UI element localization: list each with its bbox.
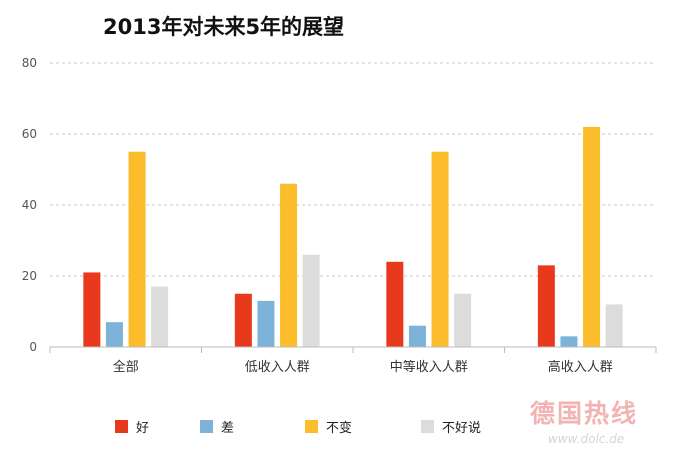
y-tick-label: 20 (22, 269, 37, 283)
legend: 好 差 不变 不好说 (115, 420, 481, 436)
legend-swatch (115, 420, 128, 433)
bars (83, 126, 623, 348)
bar (454, 293, 472, 347)
legend-swatch (200, 420, 213, 433)
bar (386, 261, 404, 347)
bar (234, 293, 252, 347)
bar (257, 300, 275, 347)
legend-label: 不变 (326, 420, 352, 436)
y-tick-label: 0 (29, 340, 37, 354)
legend-swatch (305, 420, 318, 433)
bar (408, 325, 426, 347)
bar (583, 126, 601, 348)
bar (105, 322, 123, 347)
legend-label: 不好说 (442, 421, 481, 436)
bar (431, 151, 449, 347)
x-category-label: 全部 (113, 359, 139, 375)
bar (537, 265, 555, 347)
y-tick-label: 40 (22, 198, 37, 212)
x-axis: 全部 低收入人群 中等收入人群 高收入人群 (49, 346, 657, 375)
watermark-url: www.dolc.de (548, 432, 624, 446)
bar (128, 151, 146, 347)
bar (605, 304, 623, 347)
chart-title: 2013年对未来5年的展望 (103, 15, 344, 39)
watermark-logo: 德国热线 www.dolc.de (530, 399, 638, 446)
bar (560, 336, 578, 347)
x-category-label: 中等收入人群 (390, 359, 468, 375)
legend-label: 好 (136, 421, 149, 436)
x-category-label: 低收入人群 (245, 360, 310, 375)
bar (280, 183, 298, 347)
bar (151, 286, 169, 347)
legend-label: 差 (221, 421, 234, 436)
y-tick-label: 60 (22, 127, 37, 141)
y-tick-label: 80 (22, 56, 37, 70)
y-axis-ticks: 0 20 40 60 80 (22, 56, 37, 354)
legend-swatch (421, 420, 434, 433)
watermark-title: 德国热线 (530, 399, 638, 428)
x-category-label: 高收入人群 (548, 359, 613, 375)
bar (83, 272, 101, 347)
bar (302, 254, 320, 347)
grid-lines (50, 62, 656, 277)
